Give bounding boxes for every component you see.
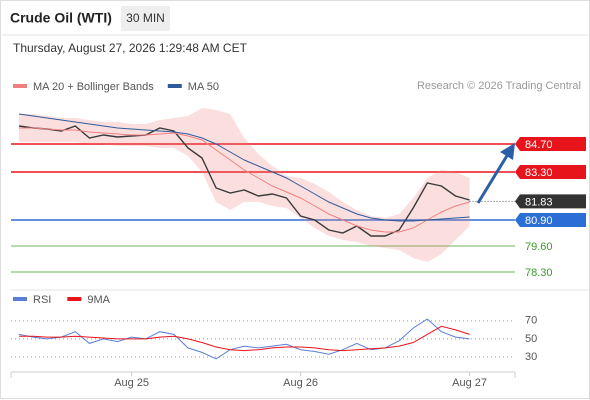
x-tick-label: Aug 26 (283, 377, 318, 389)
level-label: 79.60 (525, 241, 553, 253)
legend-swatch (13, 297, 27, 301)
legend-label: 9MA (87, 294, 110, 306)
y-tick-label: 70 (525, 315, 537, 327)
plot: 84.70 83.30 80.90 79.60 78.30 81.83 Aug 25 Aug … (11, 81, 586, 389)
legend-label: MA 50 (188, 81, 219, 93)
series-line (19, 325, 470, 352)
level-tag (515, 213, 586, 227)
level-label: 78.30 (525, 267, 553, 279)
series-line (18, 113, 470, 222)
forecast-arrow (476, 153, 510, 204)
series-line (19, 127, 470, 233)
y-tick-label: 30 (525, 351, 537, 363)
datetime: Thursday, August 27, 2026 1:29:48 AM CET (13, 41, 248, 55)
series-line (18, 318, 470, 360)
forecast-arrowhead (500, 143, 515, 160)
last-price-tag (515, 194, 586, 209)
legend-swatch (67, 297, 82, 301)
level-label: 83.30 (525, 167, 553, 179)
legend-label: MA 20 + Bollinger Bands (33, 81, 154, 93)
timeframe: 30 MIN (126, 11, 165, 25)
level-tag (515, 165, 586, 179)
level-label: 84.70 (525, 139, 553, 151)
y-tick-label: 50 (525, 333, 537, 345)
x-tick-label: Aug 27 (452, 377, 487, 389)
legend-swatch (167, 84, 182, 88)
credit: Research © 2026 Trading Central (417, 80, 581, 92)
bollinger-band (19, 108, 470, 262)
x-tick-label: Aug 25 (114, 377, 149, 389)
legend-label: RSI (33, 294, 51, 306)
level-label: 80.90 (525, 215, 553, 227)
title: Crude Oil (WTI) (10, 10, 112, 26)
last-price-label: 81.83 (525, 196, 553, 208)
level-tag (515, 137, 586, 151)
legend-swatch (13, 84, 27, 88)
timeframe-box (121, 6, 170, 31)
